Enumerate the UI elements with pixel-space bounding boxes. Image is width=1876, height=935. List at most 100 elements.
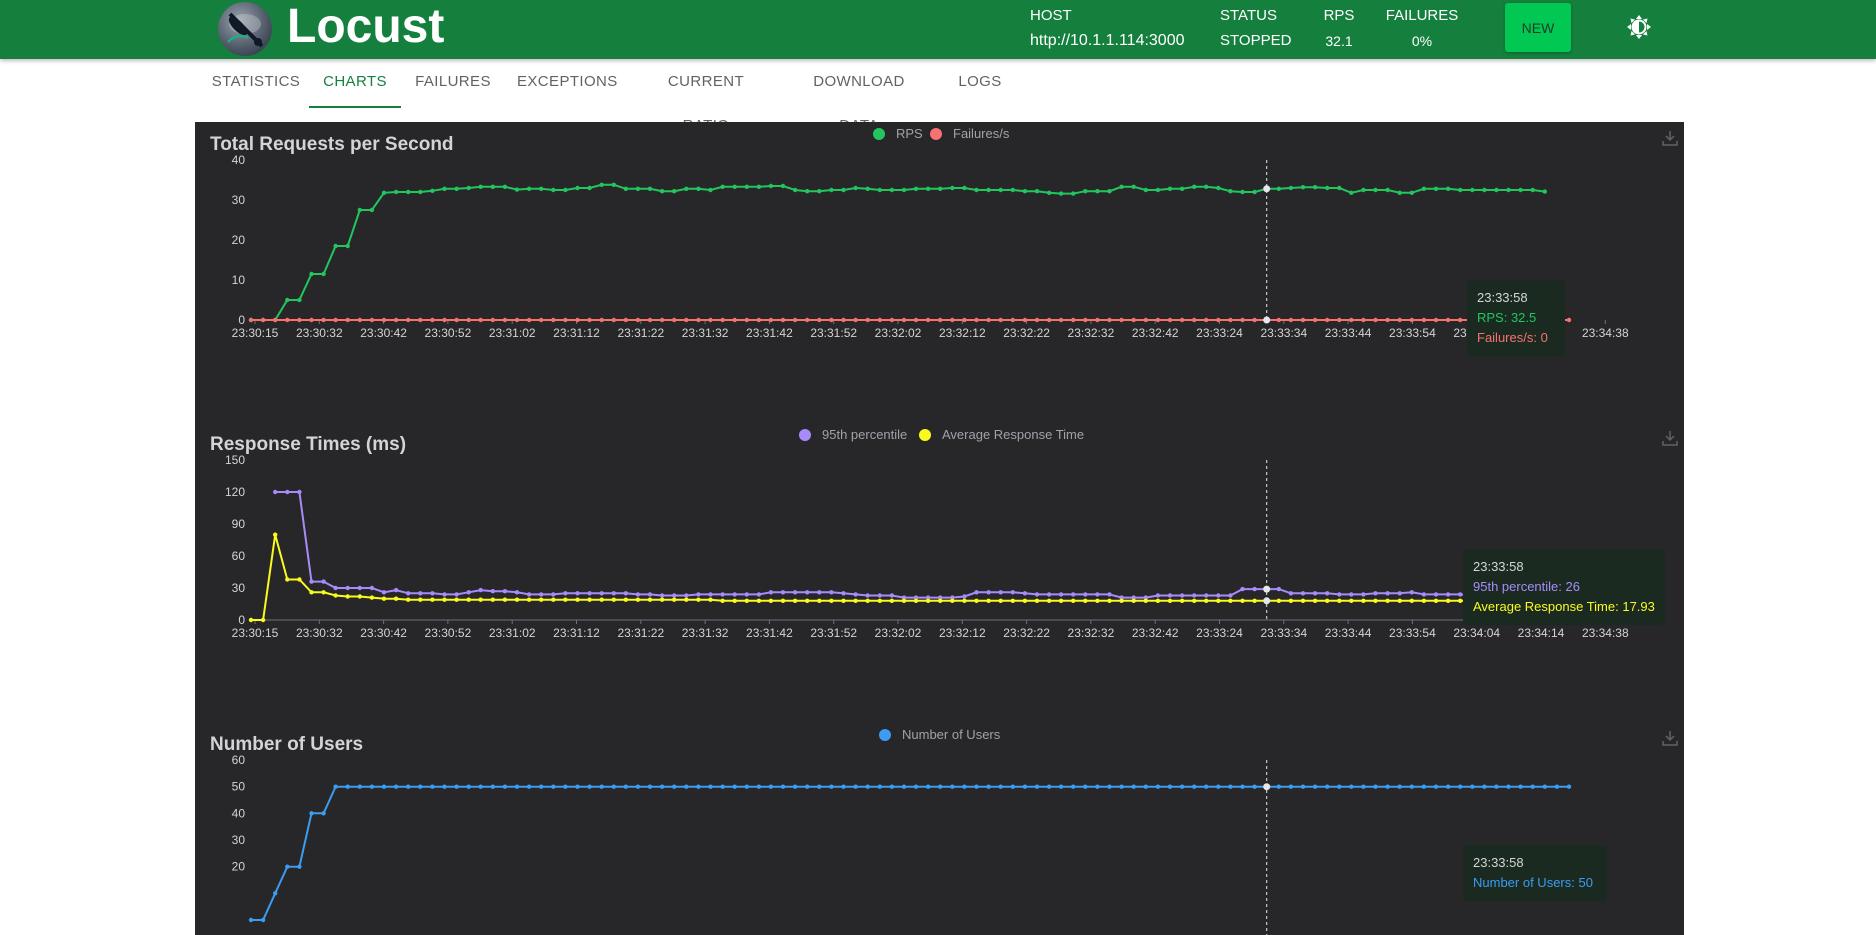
data-point[interactable]	[1288, 317, 1294, 323]
download-icon[interactable]	[1662, 730, 1678, 751]
data-point[interactable]	[587, 317, 592, 323]
data-point[interactable]	[889, 598, 895, 603]
data-point[interactable]	[1409, 598, 1415, 603]
data-point[interactable]	[1083, 189, 1088, 194]
data-point[interactable]	[1107, 598, 1112, 603]
data-point[interactable]	[938, 784, 943, 789]
data-point[interactable]	[1252, 586, 1257, 592]
data-point[interactable]	[1058, 784, 1064, 789]
data-point[interactable]	[1482, 784, 1487, 789]
data-point[interactable]	[805, 784, 810, 789]
data-point[interactable]	[502, 784, 508, 789]
download-icon[interactable]	[1662, 130, 1678, 151]
data-point[interactable]	[744, 598, 749, 603]
data-point[interactable]	[381, 590, 387, 595]
data-point[interactable]	[1046, 598, 1052, 603]
data-point[interactable]	[756, 317, 762, 323]
data-point[interactable]	[732, 784, 737, 789]
data-point[interactable]	[430, 188, 435, 193]
data-point[interactable]	[466, 784, 471, 789]
data-point[interactable]	[672, 597, 677, 602]
data-point[interactable]	[551, 317, 556, 323]
data-point[interactable]	[1385, 784, 1390, 789]
data-point[interactable]	[1470, 784, 1475, 789]
data-point[interactable]	[1361, 187, 1366, 193]
data-point[interactable]	[1155, 317, 1161, 323]
data-point[interactable]	[478, 317, 483, 323]
data-point[interactable]	[514, 597, 520, 602]
data-point[interactable]	[768, 590, 774, 595]
data-point[interactable]	[780, 183, 786, 189]
data-point[interactable]	[1300, 598, 1306, 603]
data-point[interactable]	[708, 592, 713, 597]
data-point[interactable]	[526, 317, 532, 323]
data-point[interactable]	[950, 317, 955, 323]
data-point[interactable]	[962, 598, 967, 603]
data-point[interactable]	[1325, 591, 1330, 596]
data-point[interactable]	[526, 186, 532, 191]
data-point[interactable]	[285, 489, 290, 495]
data-point[interactable]	[901, 317, 907, 323]
data-point[interactable]	[732, 592, 737, 597]
data-point[interactable]	[1325, 784, 1330, 789]
data-point[interactable]	[1179, 593, 1185, 598]
data-point[interactable]	[732, 317, 737, 323]
data-point[interactable]	[575, 597, 580, 602]
data-point[interactable]	[345, 585, 350, 591]
data-point[interactable]	[805, 598, 810, 603]
data-point[interactable]	[1506, 784, 1511, 789]
data-point[interactable]	[853, 592, 858, 597]
data-point[interactable]	[1046, 592, 1052, 597]
data-point[interactable]	[575, 784, 580, 789]
data-point[interactable]	[1349, 598, 1354, 603]
data-point[interactable]	[1119, 595, 1124, 600]
data-point[interactable]	[659, 189, 665, 194]
data-point[interactable]	[744, 592, 749, 597]
data-point[interactable]	[1445, 317, 1451, 323]
data-point[interactable]	[273, 489, 278, 495]
data-point[interactable]	[1192, 184, 1197, 189]
data-point[interactable]	[1204, 184, 1209, 189]
data-point[interactable]	[1312, 591, 1318, 596]
data-point[interactable]	[635, 317, 641, 323]
data-point[interactable]	[611, 597, 616, 602]
data-point[interactable]	[708, 597, 713, 602]
data-point[interactable]	[998, 598, 1003, 603]
data-point[interactable]	[998, 187, 1003, 193]
data-point[interactable]	[877, 593, 882, 598]
data-point[interactable]	[925, 186, 931, 191]
tab-current-ratio[interactable]: CURRENT RATIO	[667, 73, 745, 134]
data-point[interactable]	[357, 594, 362, 599]
data-point[interactable]	[1518, 187, 1523, 193]
data-point[interactable]	[1083, 592, 1088, 597]
data-point[interactable]	[647, 597, 653, 602]
data-point[interactable]	[672, 317, 677, 323]
data-point[interactable]	[1458, 592, 1463, 597]
data-point[interactable]	[684, 317, 689, 323]
data-point[interactable]	[1071, 598, 1076, 603]
data-point[interactable]	[406, 189, 411, 195]
data-point[interactable]	[1276, 784, 1282, 789]
data-point[interactable]	[720, 184, 725, 189]
data-point[interactable]	[611, 784, 616, 789]
data-point[interactable]	[248, 917, 254, 923]
legend-users-swatch[interactable]	[879, 729, 891, 741]
data-point[interactable]	[393, 596, 399, 601]
data-point[interactable]	[1373, 591, 1378, 596]
data-point[interactable]	[1421, 592, 1427, 597]
data-point[interactable]	[1095, 784, 1100, 789]
data-point[interactable]	[998, 317, 1003, 323]
data-point[interactable]	[454, 784, 459, 789]
data-point[interactable]	[1204, 598, 1209, 603]
data-point[interactable]	[1022, 784, 1028, 789]
data-point[interactable]	[1263, 783, 1271, 791]
data-point[interactable]	[1167, 317, 1173, 323]
data-point[interactable]	[792, 784, 798, 789]
data-point[interactable]	[1288, 185, 1294, 191]
data-point[interactable]	[539, 317, 544, 323]
data-point[interactable]	[369, 585, 375, 591]
data-point[interactable]	[430, 597, 435, 602]
data-point[interactable]	[1373, 784, 1378, 789]
data-point[interactable]	[297, 864, 302, 869]
data-point[interactable]	[889, 317, 895, 323]
